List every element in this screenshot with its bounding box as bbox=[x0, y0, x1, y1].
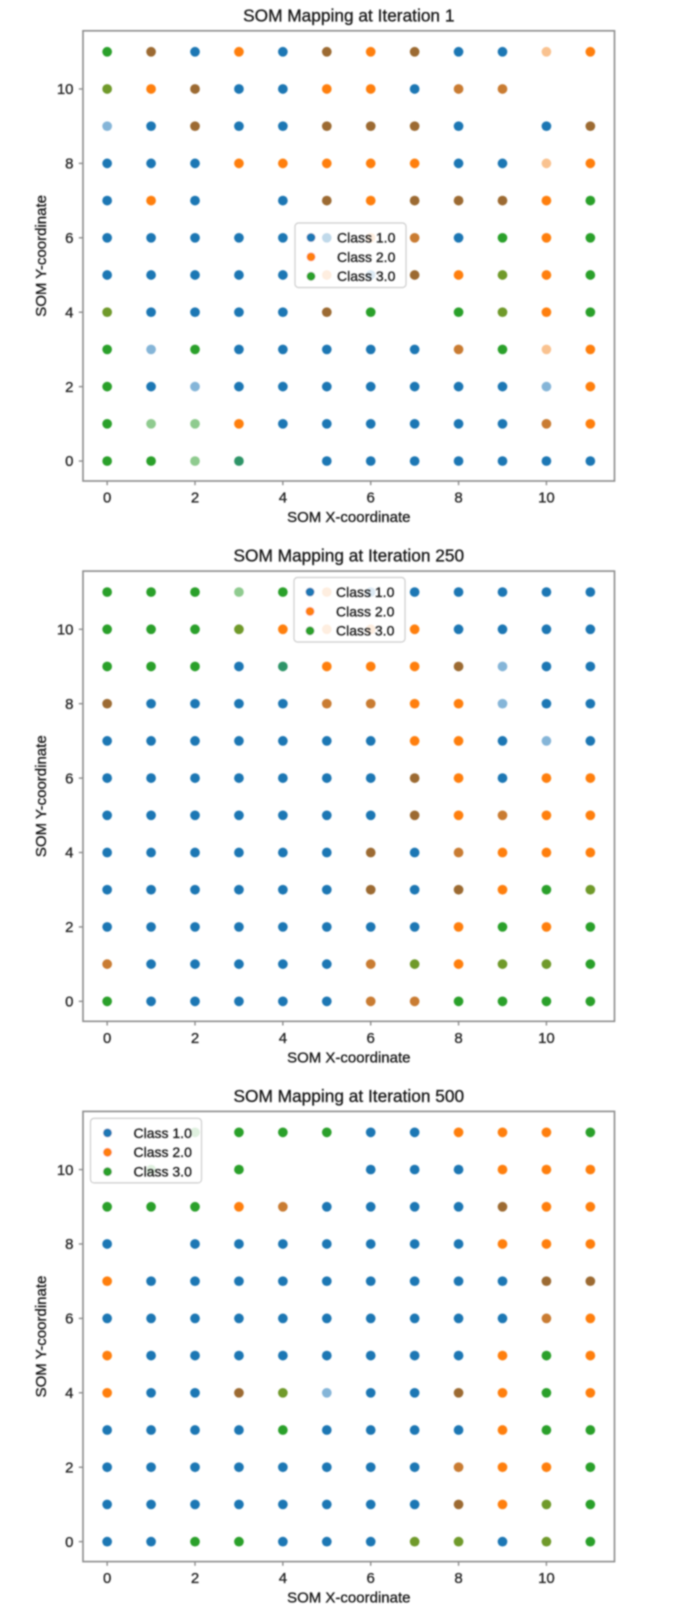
svg-text:0: 0 bbox=[103, 1030, 111, 1047]
svg-text:4: 4 bbox=[65, 304, 73, 321]
svg-text:SOM X-coordinate: SOM X-coordinate bbox=[287, 509, 410, 526]
svg-text:6: 6 bbox=[367, 490, 375, 507]
svg-text:2: 2 bbox=[65, 1459, 73, 1476]
svg-text:SOM Y-coordinate: SOM Y-coordinate bbox=[33, 195, 50, 317]
svg-text:6: 6 bbox=[367, 1570, 375, 1587]
svg-text:10: 10 bbox=[57, 621, 74, 638]
svg-text:2: 2 bbox=[191, 1570, 199, 1587]
svg-text:6: 6 bbox=[65, 770, 73, 787]
svg-text:Class 3.0: Class 3.0 bbox=[336, 623, 395, 639]
svg-text:Class 1.0: Class 1.0 bbox=[337, 229, 396, 245]
svg-text:2: 2 bbox=[191, 1030, 199, 1047]
svg-text:SOM Mapping at Iteration 500: SOM Mapping at Iteration 500 bbox=[234, 1086, 465, 1106]
svg-text:8: 8 bbox=[454, 1570, 462, 1587]
svg-text:SOM Mapping at Iteration 250: SOM Mapping at Iteration 250 bbox=[234, 546, 465, 566]
svg-text:4: 4 bbox=[65, 845, 73, 862]
svg-text:Class 1.0: Class 1.0 bbox=[134, 1125, 193, 1141]
svg-text:4: 4 bbox=[279, 1030, 287, 1047]
svg-text:10: 10 bbox=[57, 81, 74, 98]
svg-text:0: 0 bbox=[65, 453, 73, 470]
svg-text:Class 3.0: Class 3.0 bbox=[337, 268, 396, 284]
svg-text:10: 10 bbox=[538, 490, 555, 507]
svg-text:SOM Y-coordinate: SOM Y-coordinate bbox=[33, 735, 50, 857]
svg-text:SOM Mapping at Iteration 1: SOM Mapping at Iteration 1 bbox=[243, 5, 454, 25]
svg-text:0: 0 bbox=[65, 994, 73, 1011]
svg-text:SOM X-coordinate: SOM X-coordinate bbox=[287, 1590, 410, 1607]
svg-text:10: 10 bbox=[57, 1162, 74, 1179]
svg-text:0: 0 bbox=[103, 490, 111, 507]
svg-text:10: 10 bbox=[538, 1570, 555, 1587]
svg-text:8: 8 bbox=[65, 1236, 73, 1253]
svg-text:6: 6 bbox=[367, 1030, 375, 1047]
svg-text:8: 8 bbox=[454, 490, 462, 507]
svg-text:SOM Y-coordinate: SOM Y-coordinate bbox=[33, 1276, 50, 1398]
svg-text:2: 2 bbox=[65, 379, 73, 396]
svg-text:4: 4 bbox=[279, 1570, 287, 1587]
svg-text:Class 1.0: Class 1.0 bbox=[336, 584, 395, 600]
svg-text:2: 2 bbox=[191, 490, 199, 507]
svg-text:Class 2.0: Class 2.0 bbox=[336, 603, 395, 619]
svg-text:4: 4 bbox=[65, 1385, 73, 1402]
svg-text:6: 6 bbox=[65, 1311, 73, 1328]
svg-text:Class 2.0: Class 2.0 bbox=[337, 249, 396, 265]
svg-text:2: 2 bbox=[65, 919, 73, 936]
svg-text:SOM X-coordinate: SOM X-coordinate bbox=[287, 1049, 410, 1066]
svg-text:4: 4 bbox=[279, 490, 287, 507]
svg-text:0: 0 bbox=[65, 1534, 73, 1551]
svg-text:8: 8 bbox=[454, 1030, 462, 1047]
svg-text:6: 6 bbox=[65, 230, 73, 247]
svg-text:Class 2.0: Class 2.0 bbox=[134, 1144, 193, 1160]
svg-text:8: 8 bbox=[65, 696, 73, 713]
svg-text:10: 10 bbox=[538, 1030, 555, 1047]
svg-text:8: 8 bbox=[65, 156, 73, 173]
svg-text:0: 0 bbox=[103, 1570, 111, 1587]
svg-text:Class 3.0: Class 3.0 bbox=[134, 1164, 193, 1180]
